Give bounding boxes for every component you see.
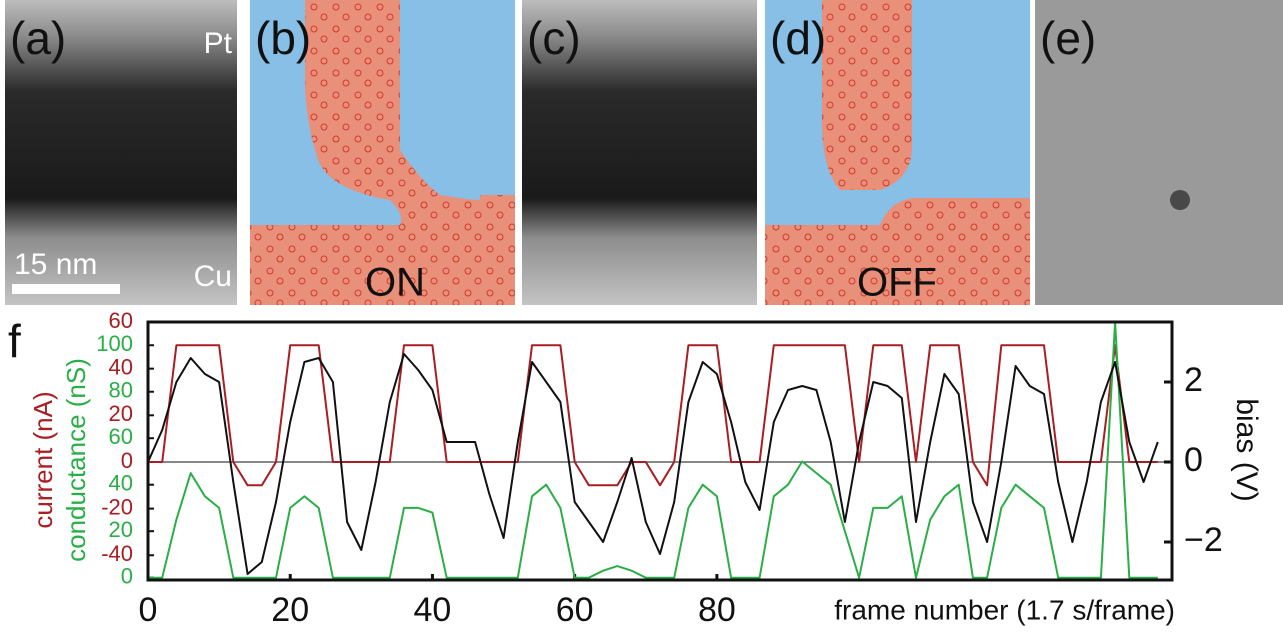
- y-tick-label: -20: [101, 494, 133, 519]
- scale-label: 15 nm: [14, 248, 97, 281]
- series-line: [148, 321, 1158, 579]
- y2-tick-label: 0: [1184, 441, 1203, 479]
- panel-label: (c): [527, 12, 581, 64]
- tem-image: [5, 0, 237, 305]
- filament: [250, 0, 515, 305]
- electrode-label: Cu: [194, 260, 232, 293]
- x-tick-label: 80: [698, 591, 736, 629]
- y-tick-label: 0: [121, 448, 133, 473]
- plot-frame: [146, 320, 1174, 582]
- y2-tick-label: −2: [1184, 521, 1223, 559]
- series-line: [147, 353, 1159, 575]
- scale-bar: [12, 284, 120, 294]
- panel-label: (e): [1040, 12, 1096, 64]
- tem-image: [522, 0, 757, 305]
- state-label: OFF: [857, 261, 937, 305]
- y2-axis-label: bias (V): [1230, 398, 1263, 501]
- y-axis-label: current (nA): [28, 391, 58, 528]
- panel-label: (d): [770, 12, 826, 64]
- filament: [765, 198, 1030, 305]
- x-tick-label: 40: [414, 591, 452, 629]
- y2-tick-label: 2: [1184, 361, 1203, 399]
- y3-tick-label: 60: [109, 424, 133, 449]
- y-tick-label: 40: [109, 354, 133, 379]
- filament: [822, 0, 912, 190]
- y3-tick-label: 20: [109, 517, 133, 542]
- series-line: [148, 344, 1158, 487]
- tem-image: [1035, 0, 1283, 305]
- panel-label: (a): [10, 12, 66, 64]
- x-axis-label: frame number (1.7 s/frame): [834, 594, 1175, 625]
- y3-tick-label: 0: [121, 563, 133, 588]
- panel-label: (b): [255, 12, 311, 64]
- x-tick-label: 60: [556, 591, 594, 629]
- x-tick-label: 0: [139, 591, 158, 629]
- y-tick-label: 60: [109, 308, 133, 333]
- panel-label: f: [8, 315, 21, 367]
- y3-tick-label: 100: [96, 331, 133, 356]
- y-tick-label: 20: [109, 401, 133, 426]
- feature: [1170, 190, 1190, 210]
- y-tick-label: -40: [101, 541, 133, 566]
- state-label: ON: [365, 261, 425, 305]
- electrode-label: Pt: [204, 27, 233, 60]
- x-tick-label: 20: [271, 591, 309, 629]
- y3-tick-label: 40: [109, 471, 133, 496]
- y-axis-label: conductance (nS): [61, 358, 91, 562]
- y3-tick-label: 80: [109, 378, 133, 403]
